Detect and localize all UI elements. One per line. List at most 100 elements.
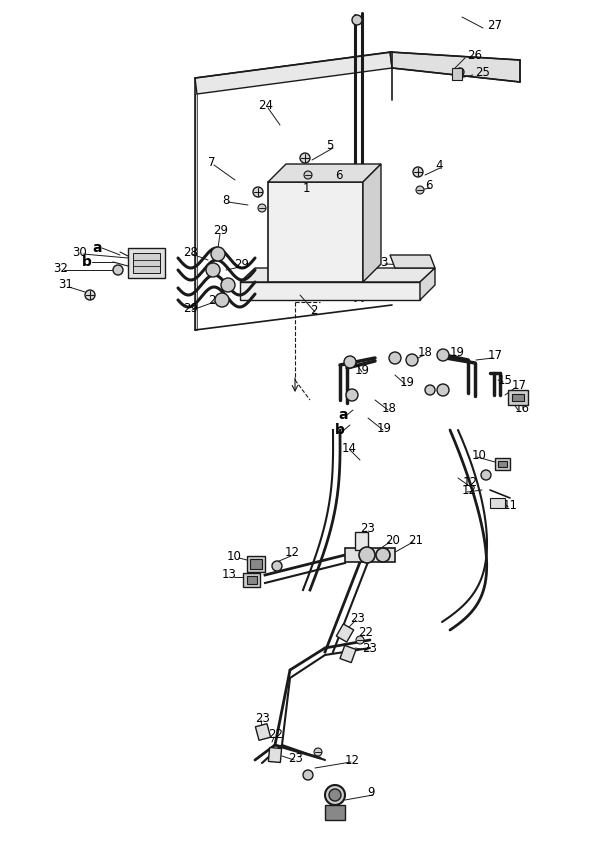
Text: a: a <box>92 241 101 255</box>
Circle shape <box>206 263 220 277</box>
Circle shape <box>481 470 491 480</box>
Polygon shape <box>512 394 524 401</box>
Circle shape <box>437 349 449 361</box>
Polygon shape <box>355 532 368 550</box>
Circle shape <box>389 352 401 364</box>
Polygon shape <box>195 52 392 94</box>
Polygon shape <box>133 253 160 273</box>
Text: 8: 8 <box>222 193 229 207</box>
Text: 29: 29 <box>213 224 228 236</box>
Circle shape <box>406 354 418 366</box>
Text: 26: 26 <box>467 49 482 61</box>
Polygon shape <box>268 748 282 763</box>
Text: 6: 6 <box>425 178 433 192</box>
Circle shape <box>352 15 362 25</box>
Polygon shape <box>268 164 381 182</box>
Polygon shape <box>452 68 462 80</box>
Text: 18: 18 <box>418 346 433 358</box>
Text: 27: 27 <box>487 19 502 31</box>
Text: 12: 12 <box>463 475 478 489</box>
Polygon shape <box>195 94 197 330</box>
Text: b: b <box>82 255 92 269</box>
Text: 10: 10 <box>227 549 242 563</box>
Text: 28: 28 <box>183 246 198 258</box>
Circle shape <box>272 561 282 571</box>
Polygon shape <box>128 248 165 278</box>
Text: 30: 30 <box>72 246 87 258</box>
Polygon shape <box>336 624 354 642</box>
Circle shape <box>314 748 322 756</box>
Polygon shape <box>345 548 395 562</box>
Circle shape <box>325 785 345 805</box>
Circle shape <box>344 356 356 368</box>
Polygon shape <box>498 461 507 467</box>
Text: 17: 17 <box>488 348 503 362</box>
Circle shape <box>413 167 423 177</box>
Circle shape <box>329 789 341 801</box>
Text: 16: 16 <box>515 401 530 415</box>
Circle shape <box>356 636 364 644</box>
Text: 23: 23 <box>350 611 365 625</box>
Circle shape <box>304 171 312 179</box>
Text: 32: 32 <box>53 262 68 274</box>
Text: 1: 1 <box>303 182 311 194</box>
Text: 19: 19 <box>450 346 465 358</box>
Circle shape <box>456 68 464 76</box>
Text: 28: 28 <box>208 294 223 306</box>
Polygon shape <box>256 724 271 740</box>
Circle shape <box>113 265 123 275</box>
Polygon shape <box>495 458 510 470</box>
Text: a: a <box>338 408 347 422</box>
Text: 23: 23 <box>288 752 303 764</box>
Polygon shape <box>243 573 260 587</box>
Circle shape <box>303 770 313 780</box>
Circle shape <box>346 389 358 401</box>
Text: 19: 19 <box>355 363 370 377</box>
Text: 2: 2 <box>310 304 317 316</box>
Circle shape <box>425 385 435 395</box>
Polygon shape <box>420 268 435 300</box>
Circle shape <box>359 547 375 563</box>
Text: 19: 19 <box>377 421 392 435</box>
Text: 14: 14 <box>342 442 357 454</box>
Text: 19: 19 <box>400 375 415 389</box>
Text: 15: 15 <box>498 373 513 387</box>
Polygon shape <box>240 268 435 282</box>
Polygon shape <box>247 556 265 572</box>
Text: 12: 12 <box>285 547 300 559</box>
Text: 21: 21 <box>408 533 423 547</box>
Text: 13: 13 <box>222 569 237 581</box>
Circle shape <box>211 247 225 261</box>
Text: 12: 12 <box>462 484 477 496</box>
Text: 18: 18 <box>382 401 397 415</box>
Polygon shape <box>490 498 505 508</box>
Text: 3: 3 <box>380 256 387 268</box>
Text: 29: 29 <box>183 302 198 315</box>
Circle shape <box>376 548 390 562</box>
Circle shape <box>85 290 95 300</box>
Text: 23: 23 <box>255 711 270 724</box>
Polygon shape <box>247 576 257 584</box>
Text: 24: 24 <box>258 98 273 112</box>
Text: 6: 6 <box>335 168 342 182</box>
Text: 29: 29 <box>234 258 249 272</box>
Text: 7: 7 <box>208 156 215 168</box>
Polygon shape <box>340 645 356 663</box>
Text: 12: 12 <box>345 754 360 766</box>
Text: 23: 23 <box>360 521 375 535</box>
Text: 5: 5 <box>326 139 333 151</box>
Circle shape <box>416 186 424 194</box>
Text: 11: 11 <box>503 499 518 511</box>
Polygon shape <box>240 282 420 300</box>
Polygon shape <box>363 164 381 282</box>
Text: 20: 20 <box>385 533 400 547</box>
Text: b: b <box>335 423 345 437</box>
Polygon shape <box>325 805 345 820</box>
Text: 22: 22 <box>358 627 373 639</box>
Text: 31: 31 <box>58 278 73 292</box>
Text: 23: 23 <box>362 642 377 654</box>
Circle shape <box>437 384 449 396</box>
Text: 10: 10 <box>472 448 487 462</box>
Text: 17: 17 <box>512 378 527 392</box>
Polygon shape <box>508 390 528 405</box>
